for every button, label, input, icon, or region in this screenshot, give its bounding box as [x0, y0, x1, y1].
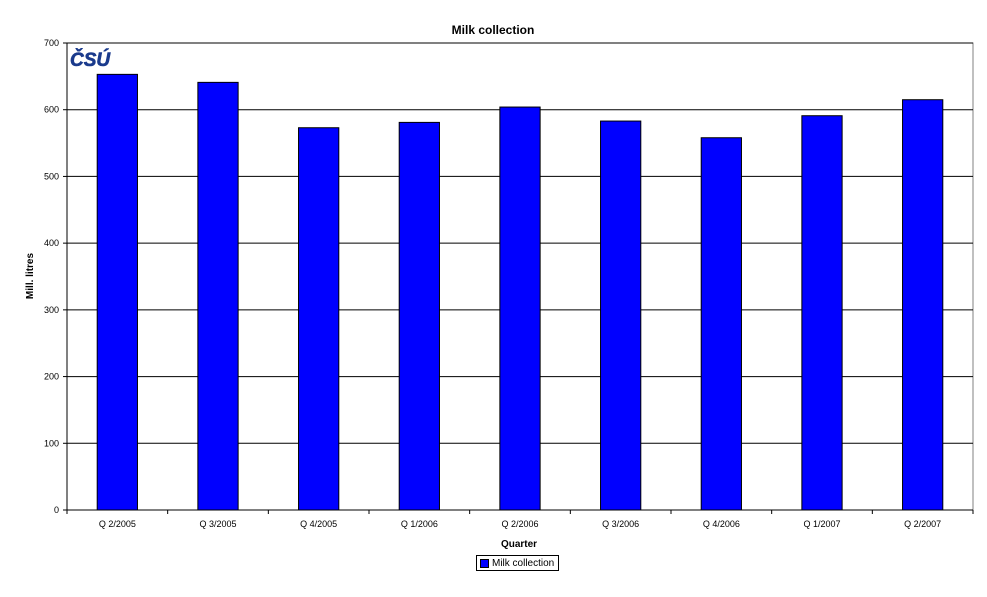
bar [298, 127, 340, 511]
x-axis-title: Quarter [501, 539, 537, 550]
x-tick-label: Q 1/2006 [401, 519, 438, 529]
csu-logo: ČSÚ [70, 49, 112, 72]
x-tick-label: Q 2/2006 [501, 519, 538, 529]
legend-swatch [480, 558, 489, 568]
y-tick-label: 200 [44, 372, 59, 382]
y-tick-label: 600 [44, 105, 59, 115]
y-tick-label: 0 [54, 505, 59, 515]
bar [499, 106, 541, 511]
y-tick-label: 700 [44, 38, 59, 48]
bar [600, 120, 642, 511]
bar [96, 73, 138, 511]
bar [398, 121, 440, 511]
bar [197, 81, 239, 511]
logo-text: ČSÚ [70, 49, 111, 71]
x-tick-label: Q 3/2006 [602, 519, 639, 529]
legend-label: Milk collection [492, 557, 555, 569]
bar [700, 137, 742, 511]
bar [902, 99, 944, 511]
y-tick-label: 300 [44, 305, 59, 315]
bars [96, 73, 944, 511]
x-tick-label: Q 1/2007 [803, 519, 840, 529]
x-axis-ticks: Q 2/2005 Q 3/2005 Q 4/2005 Q 1/2006 Q 2/2006… [66, 510, 974, 529]
x-tick-label: Q 2/2005 [99, 519, 136, 529]
x-tick-label: Q 4/2006 [703, 519, 740, 529]
chart-title: Milk collection [452, 23, 535, 37]
y-tick-label: 400 [44, 238, 59, 248]
y-tick-label: 500 [44, 171, 59, 181]
x-tick-label: Q 3/2005 [199, 519, 236, 529]
bar [801, 115, 843, 511]
y-tick-label: 100 [44, 438, 59, 448]
y-axis-title: Mill. litres [25, 253, 36, 300]
x-tick-label: Q 2/2007 [904, 519, 941, 529]
y-axis-ticks: 0 100 200 300 400 500 600 700 [44, 38, 67, 515]
x-tick-label: Q 4/2005 [300, 519, 337, 529]
legend: Milk collection [476, 555, 560, 571]
